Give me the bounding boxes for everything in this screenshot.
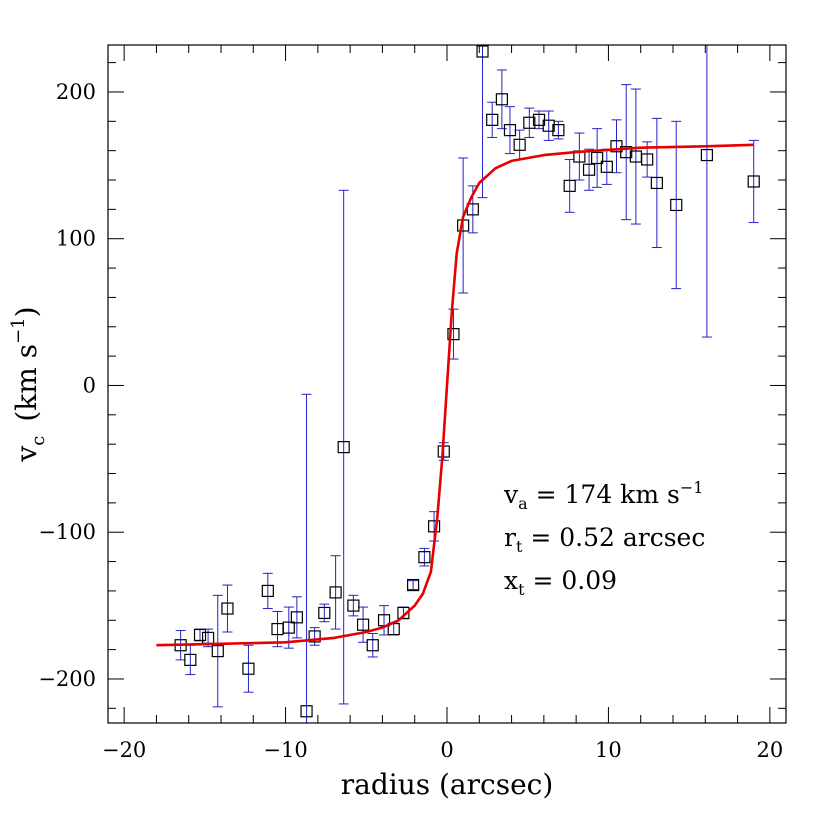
plot-frame <box>107 44 787 724</box>
data-point <box>427 520 441 533</box>
y-axis-label: vc (km s−1) <box>8 306 49 462</box>
data-point <box>329 586 342 599</box>
y-tick-label: 100 <box>56 227 96 251</box>
data-point <box>523 116 536 129</box>
y-tick-label: 200 <box>56 80 96 104</box>
data-point <box>300 705 313 718</box>
data-point <box>290 611 303 624</box>
data-point <box>486 113 499 126</box>
y-tick-label: 0 <box>83 373 96 397</box>
data-point <box>211 644 224 658</box>
data-point <box>193 628 207 642</box>
x-tick-label: 20 <box>756 738 783 762</box>
data-point <box>641 153 654 166</box>
data-point <box>261 584 274 598</box>
y-tick-label: −200 <box>38 667 96 691</box>
data-point <box>495 93 508 106</box>
x-tick-label: −20 <box>102 738 146 762</box>
axis-ticks <box>108 45 786 723</box>
data-point <box>242 662 255 675</box>
data-point <box>337 441 350 454</box>
x-tick-label: 0 <box>440 738 453 762</box>
y-tick-label: −100 <box>38 520 96 544</box>
data-point <box>184 653 197 666</box>
data-point <box>282 621 295 634</box>
data-point <box>747 175 760 188</box>
data-point <box>513 138 526 151</box>
data-point <box>700 148 714 162</box>
model-curve <box>156 143 754 647</box>
data-point <box>542 119 555 132</box>
data-point <box>318 606 331 620</box>
data-point <box>366 639 379 652</box>
data-point <box>356 618 370 631</box>
annotation-xt: xt = 0.09 <box>504 566 617 599</box>
data-point <box>582 163 596 176</box>
y-axis-subscript: c <box>28 436 49 446</box>
data-point <box>447 328 460 341</box>
data-point <box>418 551 431 564</box>
data-point <box>670 198 683 212</box>
data-point <box>552 124 565 137</box>
y-axis-close: ) <box>10 306 43 317</box>
data-point <box>563 179 576 192</box>
annotation-va: va = 174 km s−1 <box>503 478 703 513</box>
data-point <box>221 602 234 615</box>
model-curve-group <box>156 143 754 647</box>
data-point <box>591 151 604 165</box>
y-axis-exponent: −1 <box>8 317 29 344</box>
data-point <box>476 45 489 58</box>
data-point <box>650 176 663 190</box>
y-axis-symbol: v <box>10 446 43 463</box>
x-tick-label: −10 <box>263 738 307 762</box>
annotation-rt: rt = 0.52 arcsec <box>504 523 705 556</box>
data-point <box>503 124 517 137</box>
y-axis-units: (km s <box>10 344 43 422</box>
data-point <box>308 630 321 643</box>
data-point <box>600 160 613 173</box>
data-point <box>347 599 360 612</box>
data-point <box>397 606 410 620</box>
x-tick-label: 10 <box>595 738 622 762</box>
data-point <box>620 146 633 159</box>
data-point <box>407 578 420 592</box>
x-axis-label: radius (arcsec) <box>341 768 554 801</box>
fit-annotations: va = 174 km s−1 rt = 0.52 arcsec xt = 0.… <box>503 478 705 599</box>
data-points <box>174 45 760 718</box>
